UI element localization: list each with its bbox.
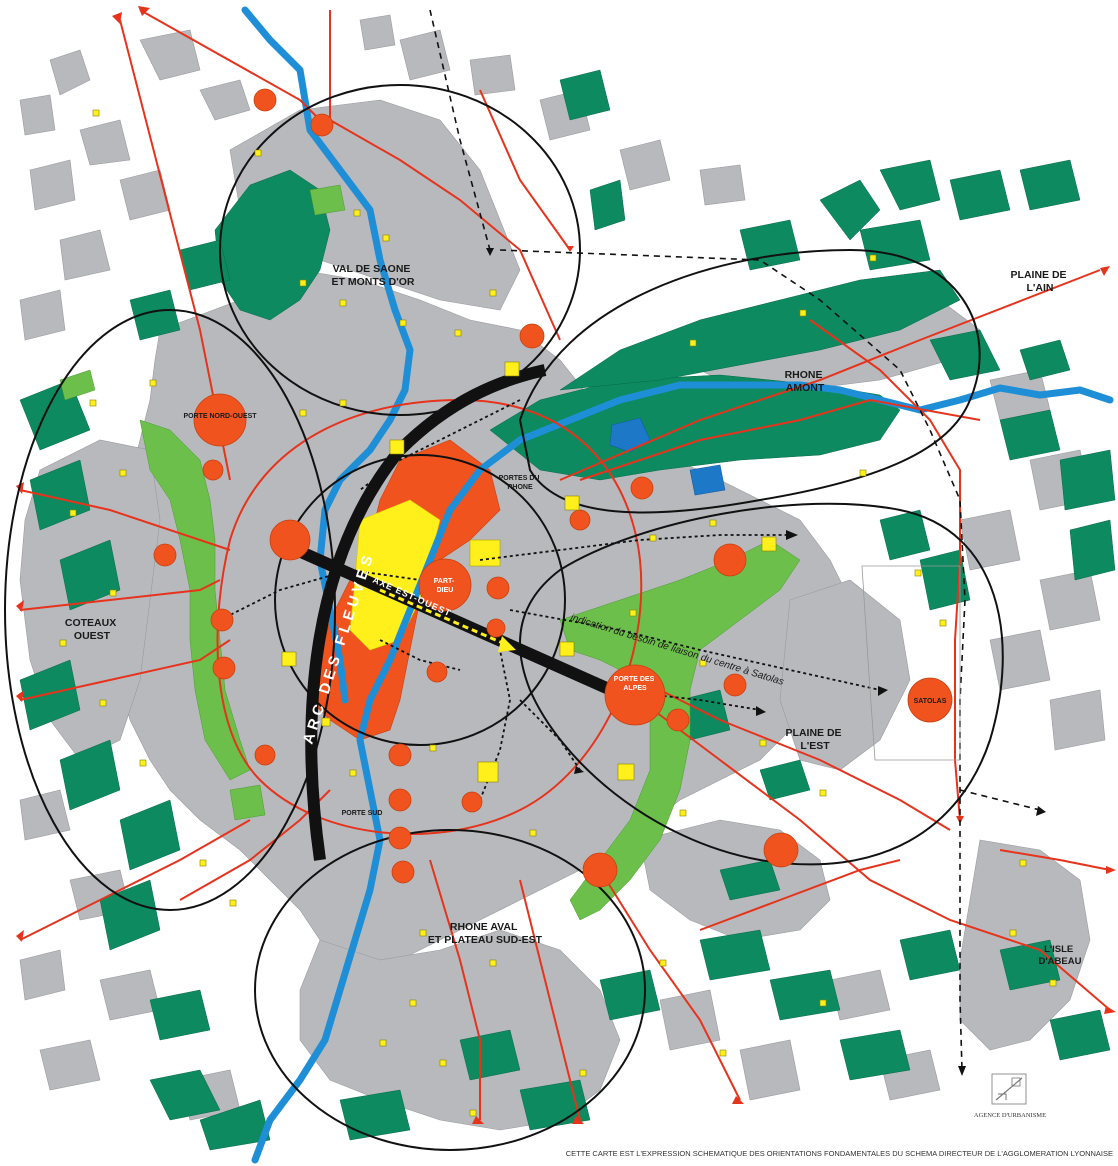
svg-text:RHONE AVAL ET PLATEAU SU: RHONE AVAL ET PLATEAU SUD-EST bbox=[428, 921, 543, 946]
project-links bbox=[429, 9, 1041, 1071]
agency-name: AGENCE D'URBANISME bbox=[974, 1112, 1046, 1119]
label-val-de-saone-1: VAL DE SAONE bbox=[333, 263, 411, 275]
svg-text:COTEAUX OUEST: COTEAUX OUEST bbox=[65, 617, 119, 642]
label-coteaux-ouest-2: OUEST bbox=[74, 630, 111, 642]
centres bbox=[153, 88, 953, 888]
forest-areas bbox=[19, 69, 1116, 1151]
centre-part-dieu bbox=[418, 558, 472, 612]
label-plaine-est-2: L'EST bbox=[800, 740, 830, 752]
label-val-de-saone-2: ET MONTS D'OR bbox=[332, 276, 415, 288]
label-part-dieu-1: PART- bbox=[434, 578, 455, 585]
svg-text:RHONE AMONT: RHONE AMONT bbox=[785, 369, 826, 394]
axe-est-ouest bbox=[289, 542, 623, 700]
svg-text:PORTES DU RHONE: PORTES DU RHONE bbox=[499, 475, 542, 491]
label-plaine-ain-2: L'AIN bbox=[1027, 282, 1054, 294]
sector-centre bbox=[274, 454, 566, 746]
label-rhone-amont-2: AMONT bbox=[786, 382, 825, 394]
sector-rhone-aval bbox=[254, 829, 646, 1151]
label-porte-nord-ouest: PORTE NORD-OUEST bbox=[183, 413, 257, 420]
svg-text:PART- DIEU: PART- DIEU bbox=[434, 578, 456, 594]
label-porte-des-alpes-2: ALPES bbox=[623, 685, 647, 692]
central-core bbox=[309, 439, 501, 741]
label-rhone-aval-1: RHONE AVAL bbox=[450, 921, 518, 933]
label-isle-abeau-2: D'ABEAU bbox=[1039, 956, 1082, 967]
label-plaine-est-1: PLAINE DE bbox=[786, 727, 842, 739]
centre-yellow bbox=[349, 499, 441, 651]
svg-text:L'ISLE D'ABEAU: L'ISLE D'ABEAU bbox=[1039, 944, 1082, 967]
sector-coteaux-ouest bbox=[4, 309, 336, 911]
label-portes-du-rhone-2: RHONE bbox=[507, 484, 533, 491]
label-part-dieu-2: DIEU bbox=[437, 587, 454, 594]
label-rhone-amont-1: RHONE bbox=[785, 369, 823, 381]
svg-text:PLAINE DE L'AIN: PLAINE DE L'AIN bbox=[1011, 269, 1070, 294]
centre-porte-des-alpes bbox=[604, 664, 666, 726]
centre-porte-nord-ouest bbox=[193, 393, 247, 447]
label-porte-sud: PORTE SUD bbox=[342, 810, 383, 817]
road-arrows bbox=[16, 6, 1116, 1124]
centre-satolas bbox=[907, 677, 953, 723]
footer-caption: CETTE CARTE EST L'EXPRESSION SCHEMATIQUE… bbox=[566, 1149, 1113, 1158]
svg-text:VAL DE SAONE ET MONTS D': VAL DE SAONE ET MONTS D'OR bbox=[332, 263, 415, 288]
yellow-nodes bbox=[59, 109, 1057, 1117]
agency-logo bbox=[991, 1073, 1027, 1105]
label-rhone-aval-2: ET PLATEAU SUD-EST bbox=[428, 934, 543, 946]
satolas-boundary bbox=[861, 565, 961, 761]
label-porte-des-alpes-1: PORTE DES bbox=[614, 676, 655, 683]
label-isle-abeau-1: L'ISLE bbox=[1044, 944, 1073, 955]
svg-text:PLAINE DE L'EST: PLAINE DE L'EST bbox=[786, 727, 845, 752]
node-square bbox=[469, 539, 501, 567]
urban-east bbox=[779, 579, 911, 771]
svg-text:PORTE DES ALPES: PORTE DES ALPES bbox=[614, 676, 656, 692]
label-plaine-ain-1: PLAINE DE bbox=[1011, 269, 1067, 281]
river-rhone bbox=[251, 381, 1114, 1164]
sector-rhone-amont bbox=[518, 248, 981, 514]
label-portes-du-rhone-1: PORTES DU bbox=[499, 475, 540, 482]
label-coteaux-ouest-1: COTEAUX bbox=[65, 617, 116, 629]
sector-plaine-est bbox=[519, 502, 1004, 866]
axe-yellow-dash bbox=[379, 588, 506, 646]
sector-outlines bbox=[4, 84, 1004, 1151]
lake-2 bbox=[689, 464, 726, 496]
dashed-arrowheads bbox=[486, 248, 1046, 1076]
axe-yellow-arrowhead bbox=[498, 636, 516, 652]
arc-des-fleuves bbox=[305, 364, 547, 861]
road-network bbox=[19, 9, 1111, 1121]
sector-val-de-saone bbox=[219, 84, 581, 416]
label-satolas: SATOLAS bbox=[914, 698, 947, 705]
